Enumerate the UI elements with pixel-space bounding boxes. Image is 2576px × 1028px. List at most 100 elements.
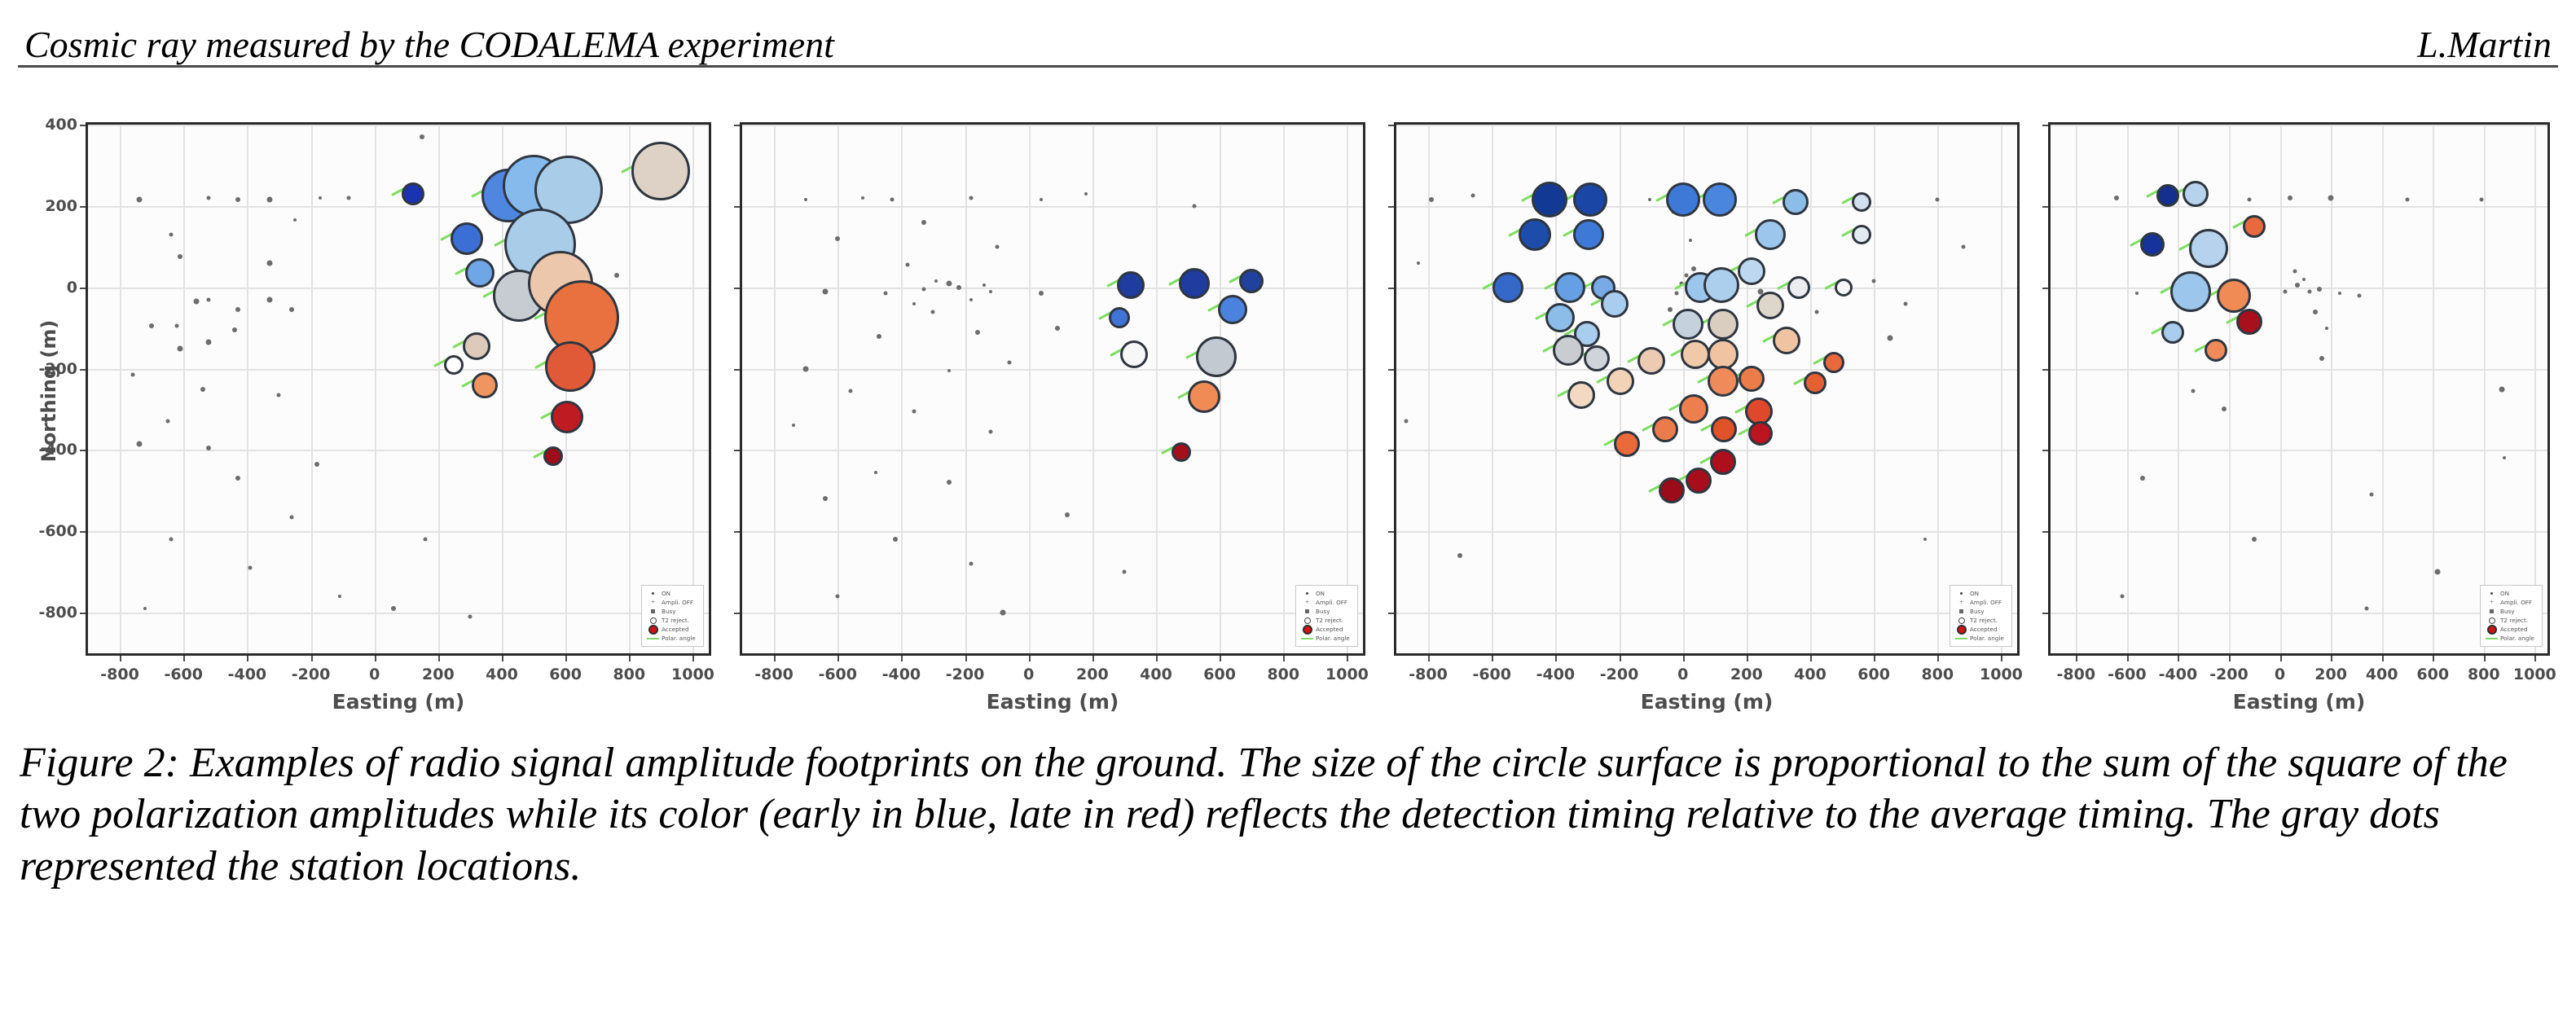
amplitude-footprint-circle[interactable] (1783, 189, 1809, 215)
amplitude-footprint-circle[interactable] (543, 446, 563, 466)
amplitude-footprint-circle[interactable] (1120, 340, 1148, 368)
x-tick-label: 600 (1857, 666, 1890, 683)
x-axis-title: Easting (m) (86, 690, 711, 714)
amplitude-footprint-circle[interactable] (1787, 276, 1810, 299)
amplitude-footprint-circle[interactable] (1519, 218, 1551, 251)
station-location-dot (1457, 553, 1462, 558)
amplitude-footprint-circle[interactable] (451, 222, 483, 255)
gridline-horizontal (2051, 450, 2547, 451)
amplitude-footprint-circle[interactable] (1738, 257, 1765, 285)
amplitude-footprint-circle[interactable] (1553, 335, 1584, 366)
amplitude-footprint-circle[interactable] (1708, 366, 1739, 397)
legend-item: Polar. angle (1954, 634, 2007, 643)
amplitude-footprint-circle[interactable] (444, 355, 464, 375)
amplitude-footprint-circle[interactable] (472, 372, 498, 398)
y-tick-mark (734, 288, 740, 289)
amplitude-footprint-circle[interactable] (1686, 468, 1712, 494)
amplitude-footprint-circle[interactable] (1601, 290, 1629, 318)
amplitude-footprint-circle[interactable] (1823, 352, 1844, 373)
amplitude-footprint-circle[interactable] (1584, 345, 1610, 371)
amplitude-footprint-circle[interactable] (1218, 295, 1247, 324)
x-axis-title: Easting (m) (740, 690, 1365, 714)
plot-area-4[interactable]: ON + Ampli. OFF Busy T2 reject. Accepted Polar… (2048, 122, 2550, 656)
amplitude-footprint-circle[interactable] (1804, 371, 1826, 394)
x-tick-mark (1029, 656, 1031, 661)
x-tick-label: -400 (2159, 666, 2198, 683)
amplitude-footprint-circle[interactable] (1756, 292, 1784, 319)
amplitude-footprint-circle[interactable] (2205, 339, 2227, 362)
amplitude-footprint-circle[interactable] (1179, 268, 1210, 299)
amplitude-footprint-circle[interactable] (1748, 421, 1773, 446)
amplitude-footprint-circle[interactable] (1679, 394, 1708, 424)
amplitude-footprint-circle[interactable] (1652, 416, 1678, 442)
x-tick-mark (1683, 656, 1685, 661)
amplitude-footprint-circle[interactable] (1554, 272, 1585, 303)
amplitude-footprint-circle[interactable] (1703, 182, 1737, 217)
amplitude-footprint-circle[interactable] (2140, 232, 2165, 257)
amplitude-footprint-circle[interactable] (1852, 225, 1871, 244)
amplitude-footprint-circle[interactable] (1681, 340, 1710, 369)
amplitude-footprint-circle[interactable] (1614, 431, 1640, 457)
amplitude-footprint-circle[interactable] (1773, 327, 1800, 354)
amplitude-footprint-circle[interactable] (545, 341, 596, 392)
plot-area-1[interactable]: ON + Ampli. OFF Busy T2 reject. Accepted Polar… (86, 122, 711, 656)
amplitude-footprint-circle[interactable] (1666, 182, 1700, 217)
amplitude-footprint-circle[interactable] (463, 332, 490, 360)
legend-item: Polar. angle (1299, 634, 1353, 643)
amplitude-footprint-circle[interactable] (551, 401, 583, 433)
amplitude-footprint-circle[interactable] (1607, 367, 1634, 395)
amplitude-footprint-circle[interactable] (2161, 321, 2184, 344)
amplitude-footprint-circle[interactable] (2236, 309, 2262, 335)
station-location-dot (921, 220, 926, 225)
gridline-horizontal (742, 206, 1363, 208)
station-location-dot (149, 323, 154, 328)
amplitude-footprint-circle[interactable] (1567, 381, 1595, 409)
amplitude-footprint-circle[interactable] (1711, 416, 1737, 442)
station-location-dot (969, 298, 973, 301)
x-tick-label: 400 (1794, 666, 1826, 683)
amplitude-footprint-circle[interactable] (631, 142, 690, 200)
amplitude-footprint-circle[interactable] (1703, 267, 1739, 303)
station-location-dot (1084, 192, 1088, 195)
plot-area-2[interactable]: ON + Ampli. OFF Busy T2 reject. Accepted Polar… (740, 122, 1365, 656)
amplitude-footprint-circle[interactable] (2170, 271, 2211, 312)
legend-label: Polar. angle (662, 635, 696, 641)
station-location-dot (835, 236, 840, 241)
amplitude-footprint-circle[interactable] (2183, 181, 2209, 207)
amplitude-footprint-circle[interactable] (1739, 366, 1765, 392)
amplitude-footprint-circle[interactable] (1710, 449, 1736, 475)
station-location-dot (200, 387, 205, 392)
plot-area-3[interactable]: ON + Ampli. OFF Busy T2 reject. Accepted Polar… (1394, 122, 2020, 656)
amplitude-footprint-circle[interactable] (1659, 477, 1685, 503)
x-tick-label: 800 (613, 666, 645, 683)
amplitude-footprint-circle[interactable] (2189, 229, 2228, 268)
amplitude-footprint-circle[interactable] (1239, 269, 1264, 293)
amplitude-footprint-circle[interactable] (1755, 219, 1786, 250)
amplitude-footprint-circle[interactable] (1708, 309, 1739, 340)
amplitude-footprint-circle[interactable] (1573, 182, 1607, 217)
amplitude-footprint-circle[interactable] (1532, 182, 1567, 217)
amplitude-footprint-circle[interactable] (1492, 272, 1523, 303)
y-tick-mark (734, 206, 740, 208)
amplitude-footprint-circle[interactable] (1196, 336, 1237, 377)
amplitude-footprint-circle[interactable] (2217, 279, 2251, 313)
amplitude-footprint-circle[interactable] (1852, 192, 1871, 212)
amplitude-footprint-circle[interactable] (1673, 309, 1703, 340)
square-icon (1299, 609, 1316, 613)
amplitude-footprint-circle[interactable] (1545, 303, 1575, 332)
station-location-dot (2370, 493, 2374, 497)
gridline-vertical (247, 125, 248, 653)
x-tick-label: -200 (2209, 666, 2249, 683)
amplitude-footprint-circle[interactable] (1109, 307, 1130, 328)
amplitude-footprint-circle[interactable] (465, 258, 495, 288)
green-line-glyph (1301, 638, 1313, 639)
amplitude-footprint-circle[interactable] (1835, 279, 1853, 297)
amplitude-footprint-circle[interactable] (1573, 219, 1604, 250)
amplitude-footprint-circle[interactable] (2156, 184, 2179, 207)
amplitude-footprint-circle[interactable] (402, 182, 424, 205)
amplitude-footprint-circle[interactable] (1188, 380, 1220, 413)
amplitude-footprint-circle[interactable] (1172, 442, 1191, 462)
amplitude-footprint-circle[interactable] (1637, 347, 1665, 375)
amplitude-footprint-circle[interactable] (2243, 215, 2266, 238)
amplitude-footprint-circle[interactable] (1117, 271, 1145, 299)
